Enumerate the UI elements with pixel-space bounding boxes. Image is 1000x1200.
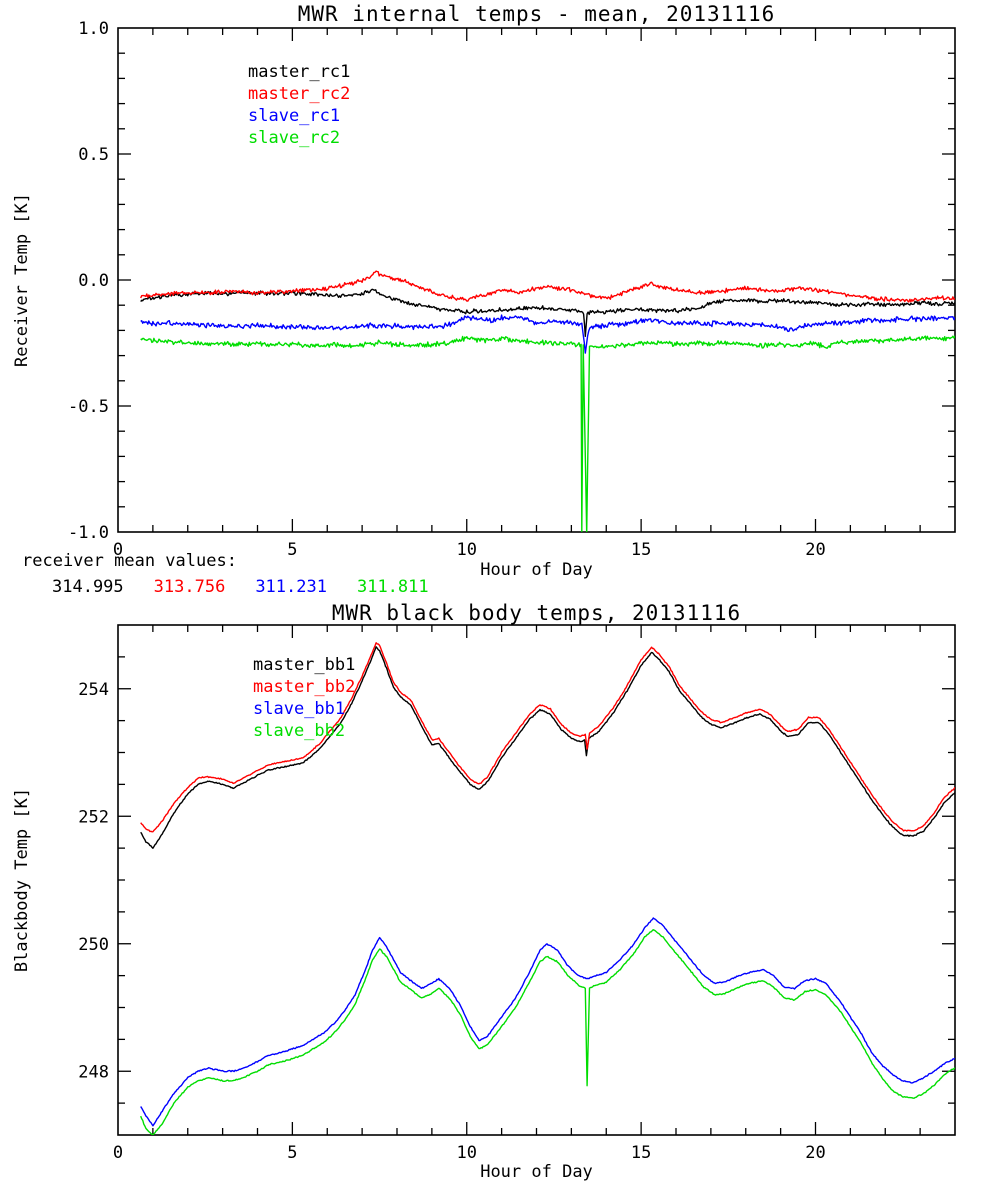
svg-text:5: 5: [287, 1143, 297, 1163]
receiver-temp-plot-canvas: 0 5 10 15 20 -1.0 -0.5 0.0 0.5 1.0: [68, 19, 956, 560]
svg-text:1.0: 1.0: [78, 19, 109, 39]
svg-text:248: 248: [78, 1062, 109, 1082]
svg-text:254: 254: [78, 680, 109, 700]
mean-values-label: receiver mean values:: [22, 551, 237, 571]
svg-text:20: 20: [805, 1143, 825, 1163]
svg-text:-1.0: -1.0: [68, 523, 109, 543]
mean-values-row: 314.995 313.756 311.231 311.811: [52, 577, 429, 597]
svg-text:10: 10: [457, 1143, 477, 1163]
svg-text:0: 0: [113, 1143, 123, 1163]
legend-master-bb2: master_bb2: [253, 677, 356, 697]
svg-text:20: 20: [805, 540, 825, 560]
legend-master-bb1: master_bb1: [253, 655, 356, 675]
legend-master-rc1: master_rc1: [248, 62, 351, 82]
mean-value-master-rc2: 313.756: [153, 577, 226, 597]
svg-text:15: 15: [631, 540, 651, 560]
svg-text:250: 250: [78, 935, 109, 955]
svg-text:15: 15: [631, 1143, 651, 1163]
svg-text:0: 0: [113, 540, 123, 560]
svg-text:0.5: 0.5: [78, 145, 109, 165]
blackbody-chart-title: MWR black body temps, 20131116: [331, 601, 742, 625]
mean-value-master-rc1: 314.995: [52, 577, 124, 597]
svg-text:252: 252: [78, 807, 109, 827]
receiver-y-axis-label: Receiver Temp [K]: [12, 193, 32, 367]
svg-text:5: 5: [287, 540, 297, 560]
blackbody-y-axis-label: Blackbody Temp [K]: [12, 787, 32, 973]
receiver-x-axis-label: Hour of Day: [480, 560, 593, 580]
receiver-temp-panel: 0 5 10 15 20 -1.0 -0.5 0.0 0.5 1.0 MWR internal t…: [12, 2, 956, 580]
svg-text:10: 10: [457, 540, 477, 560]
mean-value-slave-rc2: 311.811: [356, 577, 429, 597]
legend-slave-bb2: slave_bb2: [253, 721, 346, 741]
blackbody-x-axis-label: Hour of Day: [480, 1162, 593, 1182]
blackbody-temp-panel: 0 5 10 15 20 248 250 252 254 MWR black body temp…: [0, 600, 1000, 1200]
svg-text:0.0: 0.0: [78, 271, 109, 291]
receiver-chart-title: MWR internal temps - mean, 20131116: [297, 2, 776, 26]
legend-master-rc2: master_rc2: [248, 84, 351, 104]
legend-slave-rc2: slave_rc2: [248, 128, 341, 148]
legend-slave-bb1: slave_bb1: [253, 699, 346, 719]
svg-text:-0.5: -0.5: [68, 397, 109, 417]
legend-slave-rc1: slave_rc1: [248, 106, 341, 126]
mean-value-slave-rc1: 311.231: [255, 577, 327, 597]
blackbody-temp-plot-canvas: 0 5 10 15 20 248 250 252 254: [78, 624, 956, 1163]
